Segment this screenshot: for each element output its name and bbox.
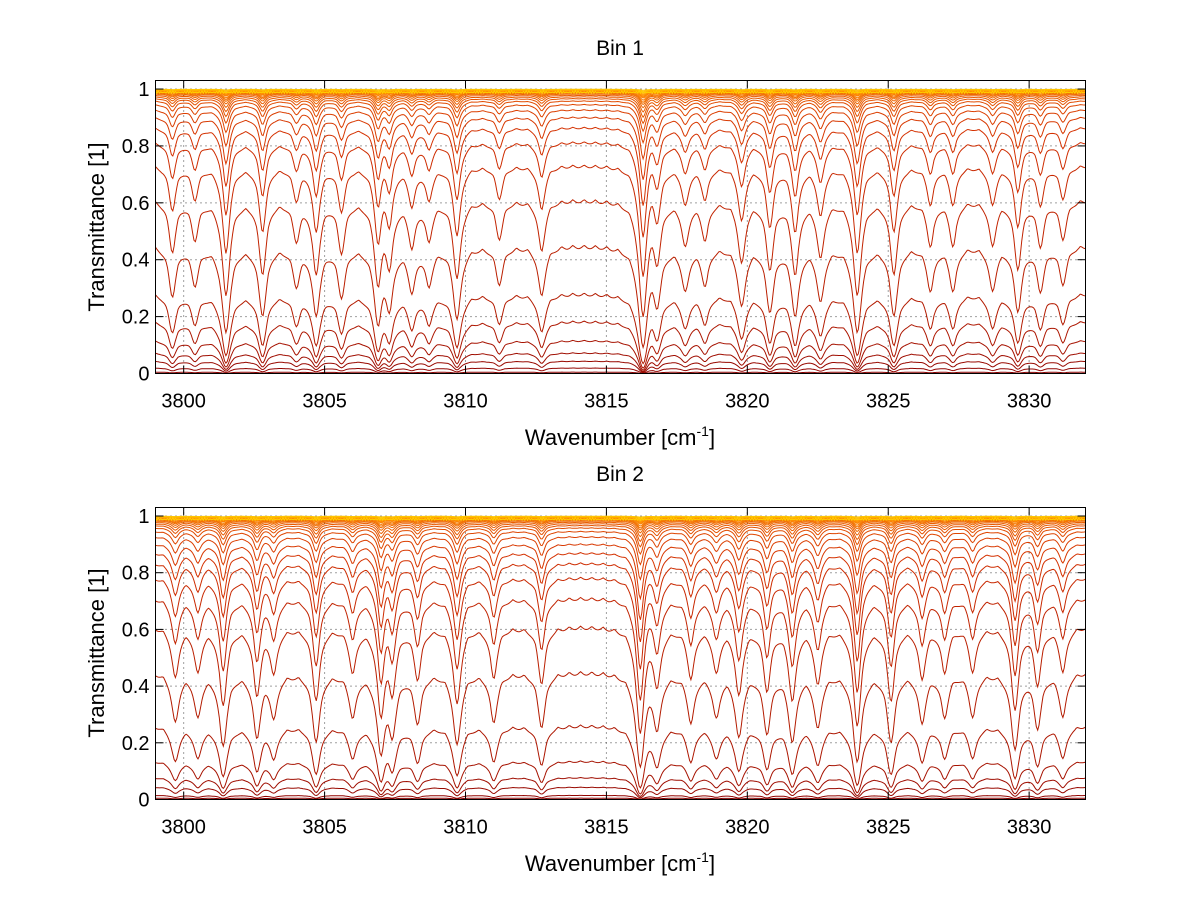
spectrum-line bbox=[155, 94, 1086, 113]
spectrum-line bbox=[155, 515, 1086, 518]
spectrum-line bbox=[155, 530, 1086, 566]
spectrum-line bbox=[155, 352, 1086, 372]
y-tick-label: 0.2 bbox=[122, 733, 150, 755]
x-tick-label: 3820 bbox=[725, 817, 770, 839]
spectrum-line bbox=[155, 760, 1086, 795]
spectrum-line bbox=[155, 116, 1086, 180]
x-tick-label: 3800 bbox=[161, 391, 206, 413]
chart-title: Bin 2 bbox=[596, 463, 644, 486]
spectrum-line bbox=[155, 141, 1086, 238]
spectrum-line bbox=[155, 516, 1086, 522]
chart-panel-bin-1: Bin 1 3800 3805 3810 3815 3820 3825 3830 00.20… bbox=[84, 37, 1086, 450]
y-tick-label: 1 bbox=[138, 79, 149, 101]
spectrum-line bbox=[155, 794, 1086, 800]
spectrum-line bbox=[155, 671, 1086, 769]
y-tick-label: 0.6 bbox=[122, 619, 150, 641]
y-tick-label: 0.6 bbox=[122, 193, 150, 215]
spectrum-line bbox=[155, 543, 1086, 601]
x-tick-labels: 3800 3805 3810 3815 3820 3825 3830 bbox=[161, 391, 1051, 413]
spectrum-line bbox=[155, 625, 1086, 734]
y-tick-labels: 0 0.2 0.4 0.6 0.8 1 bbox=[122, 79, 150, 385]
spectrum-line bbox=[155, 244, 1086, 350]
y-tick-label: 0.8 bbox=[122, 136, 150, 158]
y-tick-label: 0.4 bbox=[122, 250, 150, 272]
spectrum-line bbox=[155, 100, 1086, 133]
x-tick-label: 3815 bbox=[584, 817, 629, 839]
spectrum-line bbox=[155, 576, 1086, 670]
spectrum-line bbox=[155, 776, 1086, 797]
x-tick-label: 3810 bbox=[443, 817, 488, 839]
spectrum-line bbox=[155, 126, 1086, 206]
spectrum-line bbox=[155, 535, 1086, 581]
spectrum-line bbox=[155, 164, 1086, 277]
x-tick-label: 3805 bbox=[302, 391, 347, 413]
tick-marks bbox=[155, 507, 1086, 800]
spectrum-line bbox=[155, 97, 1086, 125]
x-tick-label: 3800 bbox=[161, 817, 206, 839]
chart-panel-bin-2: Bin 2 3800 3805 3810 3815 3820 3825 3830 00.20… bbox=[84, 463, 1086, 876]
x-tick-label: 3820 bbox=[725, 391, 770, 413]
tick-marks bbox=[155, 80, 1086, 374]
x-tick-label: 3825 bbox=[866, 391, 911, 413]
y-tick-label: 0.2 bbox=[122, 307, 150, 329]
x-tick-label: 3805 bbox=[302, 817, 347, 839]
spectrum-line bbox=[155, 88, 1086, 91]
x-axis-label: Wavenumber [cm-1] bbox=[525, 423, 715, 450]
spectrum-line bbox=[155, 520, 1086, 534]
chart-title: Bin 1 bbox=[596, 37, 644, 60]
spectrum-line bbox=[155, 371, 1086, 374]
spectra-series-group bbox=[155, 515, 1086, 800]
spectrum-line bbox=[155, 724, 1086, 789]
spectrum-line bbox=[155, 562, 1086, 643]
y-tick-label: 0 bbox=[138, 790, 149, 812]
spectrum-line bbox=[155, 527, 1086, 556]
y-axis-label: Transmittance [1] bbox=[84, 568, 109, 737]
x-tick-label: 3810 bbox=[443, 391, 488, 413]
x-tick-label: 3825 bbox=[866, 817, 911, 839]
y-tick-label: 0.8 bbox=[122, 563, 150, 585]
spectrum-line bbox=[155, 89, 1086, 95]
spectrum-line bbox=[155, 103, 1086, 145]
spectrum-line bbox=[155, 339, 1086, 371]
spectrum-line bbox=[155, 96, 1086, 119]
x-tick-label: 3830 bbox=[1007, 817, 1052, 839]
spectrum-line bbox=[155, 596, 1086, 701]
spectrum-line bbox=[155, 521, 1086, 538]
spectrum-line bbox=[155, 360, 1086, 373]
spectrum-line bbox=[155, 523, 1086, 543]
x-axis-label: Wavenumber [cm-1] bbox=[525, 849, 715, 876]
x-tick-label: 3815 bbox=[584, 391, 629, 413]
y-tick-label: 0 bbox=[138, 364, 149, 386]
spectrum-line bbox=[155, 320, 1086, 369]
spectra-series-group bbox=[155, 88, 1086, 374]
y-axis-label: Transmittance [1] bbox=[84, 142, 109, 311]
spectrum-line bbox=[155, 109, 1086, 161]
spectrum-line bbox=[155, 292, 1086, 365]
spectrum-line bbox=[155, 367, 1086, 374]
axes-frame bbox=[155, 80, 1086, 374]
spectrum-line bbox=[155, 552, 1086, 620]
spectrum-line bbox=[155, 199, 1086, 317]
y-tick-label: 1 bbox=[138, 506, 149, 528]
axes-frame bbox=[155, 507, 1086, 800]
spectrum-line bbox=[155, 524, 1086, 548]
y-tick-label: 0.4 bbox=[122, 676, 150, 698]
x-tick-label: 3830 bbox=[1007, 391, 1052, 413]
x-tick-labels: 3800 3805 3810 3815 3820 3825 3830 bbox=[161, 817, 1051, 839]
y-tick-labels: 0 0.2 0.4 0.6 0.8 1 bbox=[122, 506, 150, 811]
spectrum-line bbox=[155, 786, 1086, 799]
spectrum-line bbox=[155, 93, 1086, 109]
spectrum-line bbox=[155, 797, 1086, 800]
